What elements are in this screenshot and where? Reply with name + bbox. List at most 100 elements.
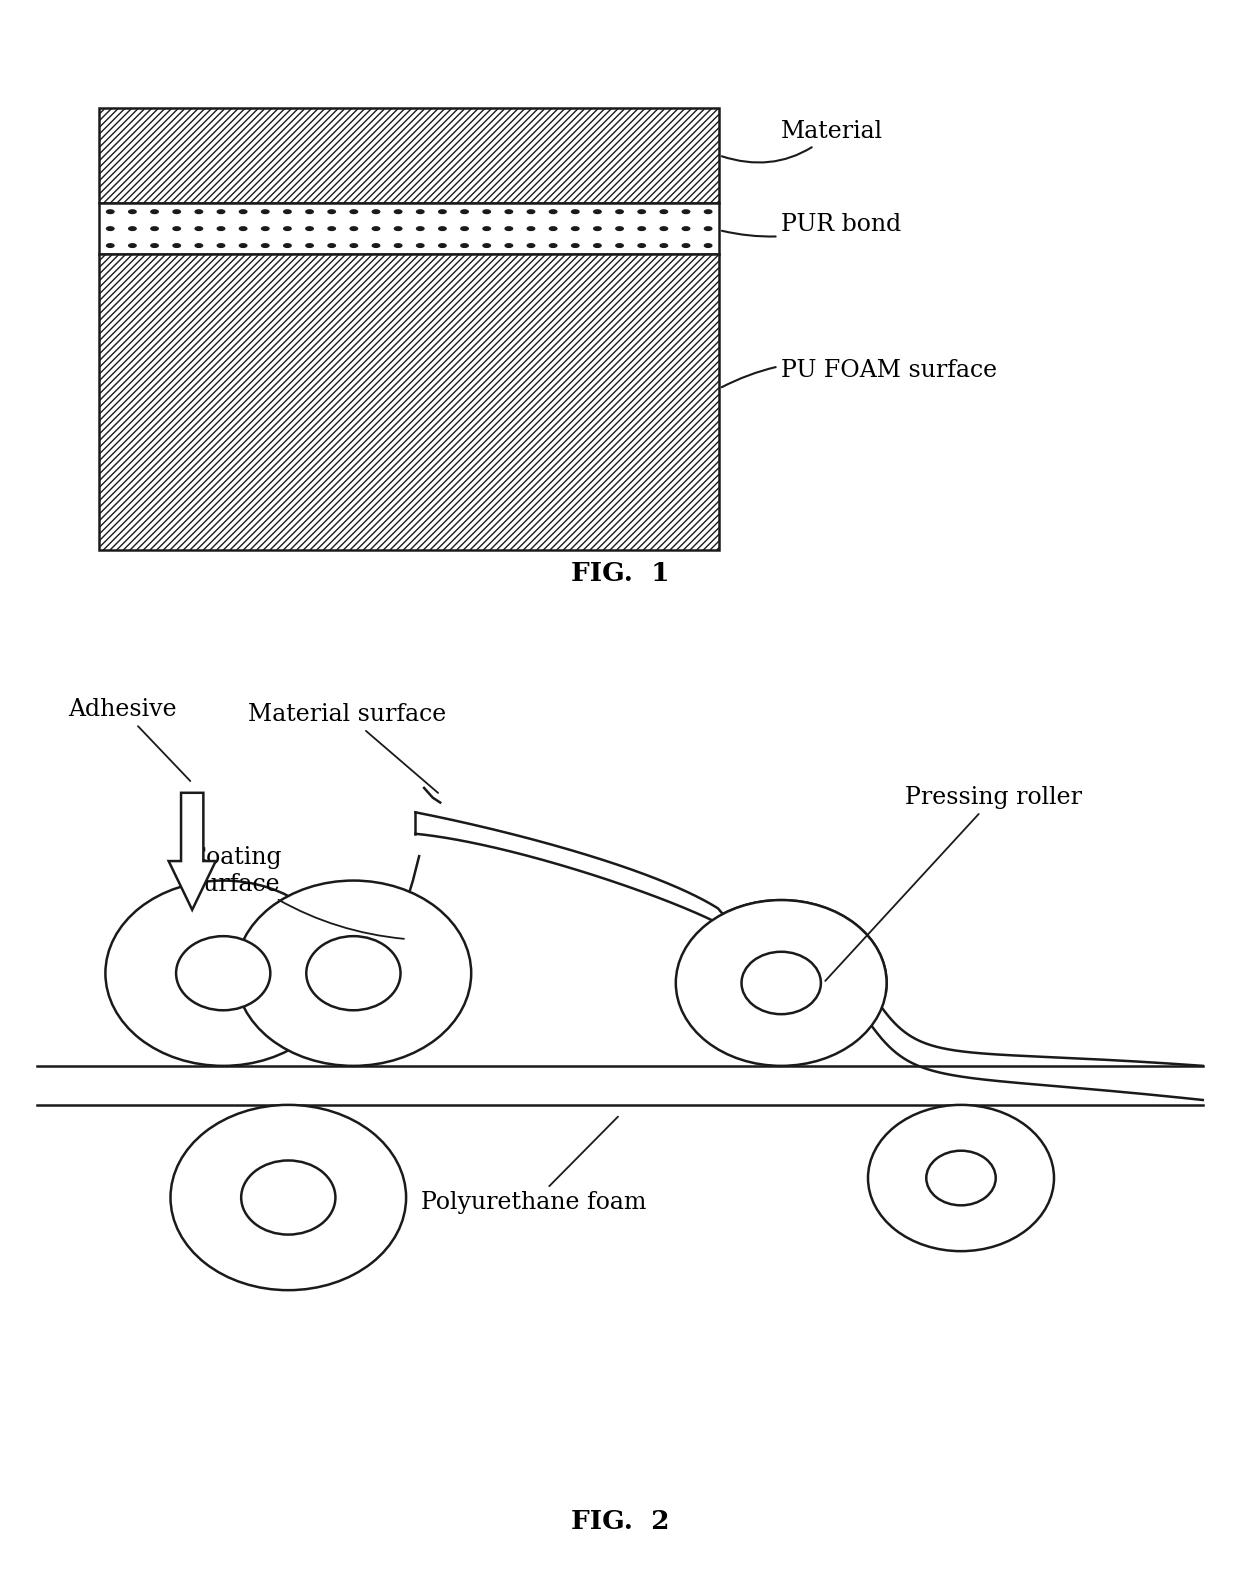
Circle shape bbox=[372, 244, 379, 247]
Circle shape bbox=[217, 244, 224, 247]
Circle shape bbox=[594, 209, 601, 214]
Circle shape bbox=[284, 244, 291, 247]
Circle shape bbox=[505, 244, 512, 247]
Circle shape bbox=[704, 227, 712, 230]
Circle shape bbox=[350, 227, 357, 230]
Circle shape bbox=[306, 244, 314, 247]
Circle shape bbox=[350, 209, 357, 214]
Circle shape bbox=[616, 227, 624, 230]
Circle shape bbox=[704, 209, 712, 214]
Circle shape bbox=[682, 209, 689, 214]
Circle shape bbox=[107, 244, 114, 247]
Bar bbox=[99, 255, 719, 551]
Circle shape bbox=[682, 244, 689, 247]
Circle shape bbox=[482, 227, 491, 230]
Circle shape bbox=[926, 1151, 996, 1205]
Circle shape bbox=[151, 244, 159, 247]
Text: Material surface: Material surface bbox=[248, 703, 446, 793]
Circle shape bbox=[195, 244, 202, 247]
Circle shape bbox=[327, 227, 335, 230]
Circle shape bbox=[482, 244, 491, 247]
Circle shape bbox=[682, 227, 689, 230]
Circle shape bbox=[594, 244, 601, 247]
Circle shape bbox=[306, 936, 401, 1010]
Circle shape bbox=[151, 209, 159, 214]
Circle shape bbox=[262, 227, 269, 230]
Circle shape bbox=[572, 244, 579, 247]
Circle shape bbox=[549, 227, 557, 230]
Circle shape bbox=[306, 209, 314, 214]
Circle shape bbox=[439, 209, 446, 214]
Circle shape bbox=[868, 1104, 1054, 1251]
Circle shape bbox=[394, 209, 402, 214]
Circle shape bbox=[461, 227, 469, 230]
Circle shape bbox=[284, 209, 291, 214]
Circle shape bbox=[461, 244, 469, 247]
Circle shape bbox=[549, 244, 557, 247]
Circle shape bbox=[417, 227, 424, 230]
Circle shape bbox=[195, 227, 202, 230]
Text: PU FOAM surface: PU FOAM surface bbox=[722, 359, 997, 387]
Circle shape bbox=[549, 209, 557, 214]
Polygon shape bbox=[169, 793, 216, 909]
Text: Pressing roller: Pressing roller bbox=[826, 786, 1083, 982]
Circle shape bbox=[241, 1161, 335, 1235]
Circle shape bbox=[327, 209, 335, 214]
Circle shape bbox=[676, 900, 887, 1066]
Circle shape bbox=[107, 227, 114, 230]
Circle shape bbox=[527, 244, 534, 247]
Circle shape bbox=[660, 227, 667, 230]
Circle shape bbox=[284, 227, 291, 230]
Circle shape bbox=[482, 209, 491, 214]
Circle shape bbox=[505, 209, 512, 214]
Circle shape bbox=[394, 227, 402, 230]
Circle shape bbox=[417, 244, 424, 247]
Circle shape bbox=[372, 209, 379, 214]
Text: PUR bond: PUR bond bbox=[722, 212, 901, 236]
Text: FIG.  1: FIG. 1 bbox=[570, 562, 670, 585]
Circle shape bbox=[572, 227, 579, 230]
Circle shape bbox=[172, 209, 181, 214]
Circle shape bbox=[594, 227, 601, 230]
Circle shape bbox=[236, 881, 471, 1066]
Bar bbox=[99, 107, 719, 203]
Circle shape bbox=[616, 209, 624, 214]
Circle shape bbox=[239, 244, 247, 247]
Circle shape bbox=[417, 209, 424, 214]
Circle shape bbox=[394, 244, 402, 247]
Circle shape bbox=[637, 209, 645, 214]
Bar bbox=[99, 107, 719, 203]
Text: Material: Material bbox=[722, 120, 883, 162]
Circle shape bbox=[616, 244, 624, 247]
Circle shape bbox=[129, 209, 136, 214]
Circle shape bbox=[660, 209, 667, 214]
Circle shape bbox=[742, 952, 821, 1015]
Bar bbox=[99, 203, 719, 255]
Text: Polyurethane foam: Polyurethane foam bbox=[420, 1117, 646, 1214]
Circle shape bbox=[172, 227, 181, 230]
Circle shape bbox=[306, 227, 314, 230]
Circle shape bbox=[217, 209, 224, 214]
Text: Adhesive: Adhesive bbox=[68, 698, 190, 782]
Circle shape bbox=[151, 227, 159, 230]
Circle shape bbox=[527, 227, 534, 230]
Circle shape bbox=[262, 244, 269, 247]
Circle shape bbox=[637, 244, 645, 247]
Text: FIG.  2: FIG. 2 bbox=[570, 1509, 670, 1534]
Circle shape bbox=[239, 227, 247, 230]
Circle shape bbox=[505, 227, 512, 230]
Circle shape bbox=[176, 936, 270, 1010]
Circle shape bbox=[129, 227, 136, 230]
Circle shape bbox=[572, 209, 579, 214]
Circle shape bbox=[195, 209, 202, 214]
Circle shape bbox=[239, 209, 247, 214]
Circle shape bbox=[527, 209, 534, 214]
Circle shape bbox=[439, 227, 446, 230]
Circle shape bbox=[372, 227, 379, 230]
Circle shape bbox=[262, 209, 269, 214]
Circle shape bbox=[327, 244, 335, 247]
Circle shape bbox=[107, 209, 114, 214]
Text: Coating
surface: Coating surface bbox=[188, 846, 404, 939]
Circle shape bbox=[461, 209, 469, 214]
Circle shape bbox=[172, 244, 181, 247]
